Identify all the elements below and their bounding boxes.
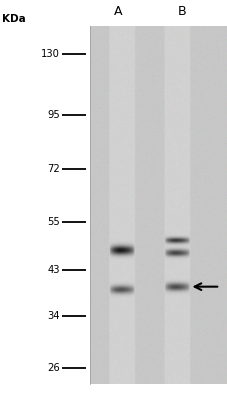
Text: B: B xyxy=(177,5,186,18)
Text: 34: 34 xyxy=(48,311,60,321)
Text: 55: 55 xyxy=(47,217,60,227)
Text: 43: 43 xyxy=(48,265,60,275)
Text: 95: 95 xyxy=(47,110,60,120)
Text: 26: 26 xyxy=(47,363,60,373)
Text: 130: 130 xyxy=(41,49,60,59)
Text: KDa: KDa xyxy=(2,14,26,24)
Text: 72: 72 xyxy=(47,164,60,174)
Text: A: A xyxy=(114,5,122,18)
